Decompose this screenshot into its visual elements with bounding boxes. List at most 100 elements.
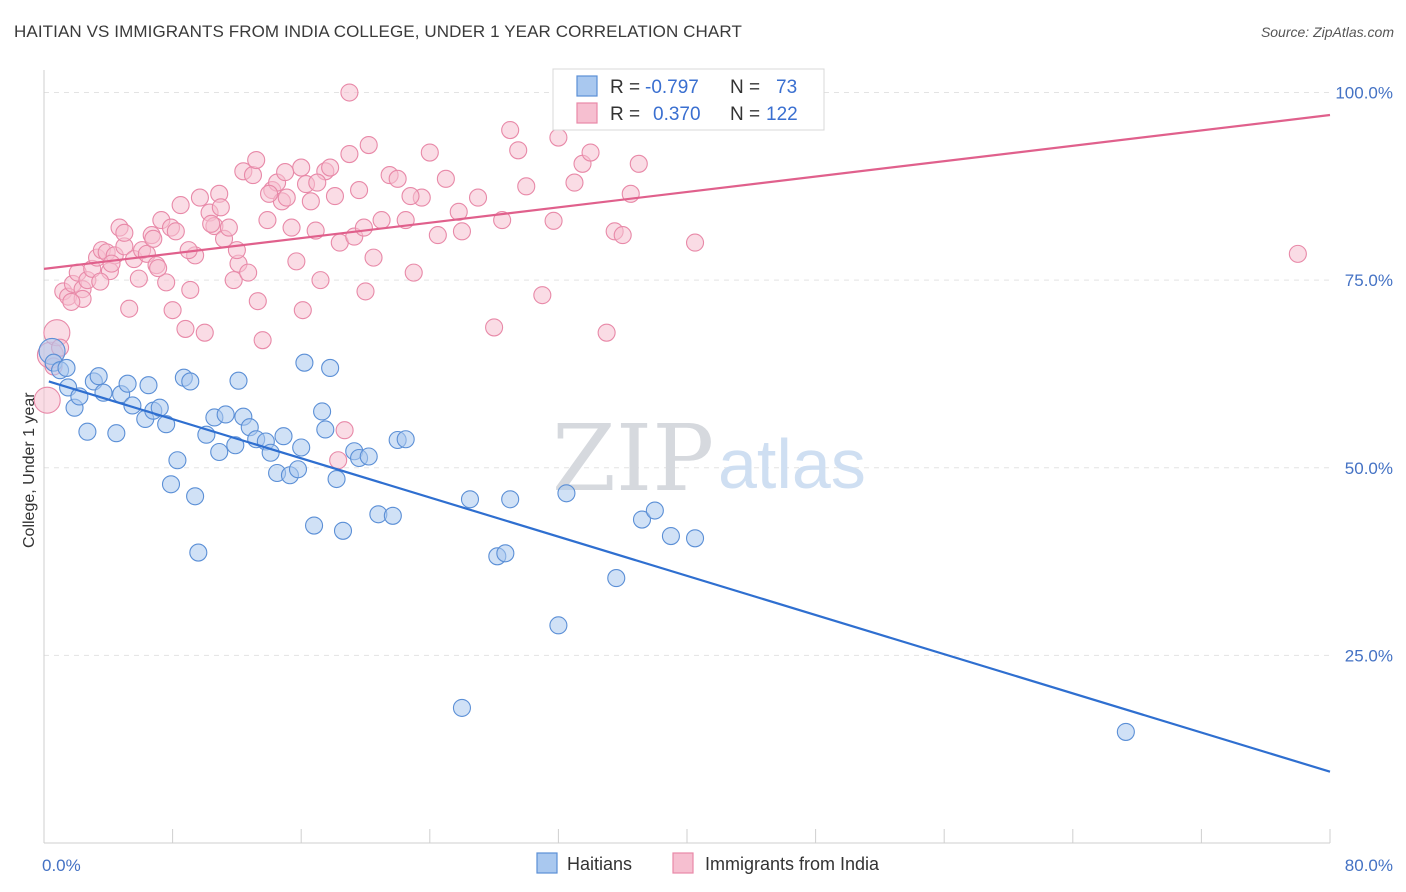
haitian-point	[210, 442, 229, 462]
india-point	[247, 151, 266, 170]
india-point	[248, 292, 267, 311]
haitian-point	[229, 371, 248, 390]
y-axis-title: College, Under 1 year	[21, 392, 38, 548]
india-point	[287, 252, 306, 271]
haitian-point	[274, 427, 293, 446]
india-point	[163, 301, 182, 320]
haitian-point	[316, 420, 335, 439]
haitian-point	[645, 501, 664, 520]
haitian-point	[607, 569, 626, 588]
india-point	[166, 222, 185, 241]
india-point	[354, 218, 373, 237]
india-point	[597, 323, 616, 342]
haitian-point	[321, 358, 340, 377]
india-point	[356, 282, 375, 301]
india-point	[129, 269, 148, 288]
india-point	[149, 259, 168, 278]
haitian-point	[226, 436, 245, 455]
india-point	[329, 451, 348, 470]
haitian-point	[157, 415, 176, 434]
haitian-point	[89, 367, 108, 386]
haitian-point	[460, 490, 480, 509]
haitian-point	[549, 616, 568, 635]
haitian-point	[1116, 722, 1135, 741]
y-tick-label-2: 75.0%	[1345, 271, 1393, 290]
india-point	[533, 286, 552, 305]
india-point	[517, 177, 536, 196]
x-tick-label-0: 0.0%	[42, 856, 81, 875]
watermark: ZIP atlas	[552, 405, 866, 512]
india-point	[401, 187, 420, 206]
india-point	[501, 120, 520, 140]
y-tick-label-3: 100.0%	[1335, 84, 1393, 103]
legend-n-label-india: N =	[730, 104, 760, 125]
haitian-point	[557, 484, 576, 503]
india-point	[311, 271, 330, 290]
india-point	[364, 248, 383, 267]
india-point	[350, 181, 369, 200]
haitian-point	[333, 521, 353, 540]
legend-r-label-india: R =	[610, 104, 640, 125]
y-tick-label-0: 25.0%	[1345, 646, 1393, 665]
legend-r-value-india: 0.370	[653, 104, 701, 125]
india-point	[388, 169, 407, 188]
india-point	[176, 319, 195, 338]
series-legend: Haitians Immigrants from India	[536, 852, 880, 874]
series-haitians	[38, 337, 1135, 741]
haitian-point	[292, 438, 311, 457]
india-point	[613, 226, 632, 245]
trend-lines	[43, 113, 1331, 773]
india-point	[685, 233, 705, 252]
india-point	[144, 229, 163, 248]
india-point	[544, 211, 563, 230]
india-point	[629, 154, 648, 173]
legend-swatch-india	[576, 102, 598, 124]
watermark-atlas: atlas	[718, 425, 866, 503]
india-point	[335, 421, 354, 440]
india-point	[157, 273, 176, 292]
correlation-legend: R = -0.797 N = 73 R = 0.370 N = 122	[552, 68, 825, 131]
y-tick-label-1: 50.0%	[1345, 459, 1393, 478]
india-point	[171, 196, 190, 215]
india-point	[485, 318, 504, 337]
india-point	[340, 145, 359, 164]
haitian-point	[216, 405, 235, 424]
haitian-point	[168, 451, 187, 470]
india-point	[340, 83, 359, 102]
india-point	[468, 188, 488, 207]
india-point	[428, 226, 447, 245]
series-immigrants-from-india	[33, 83, 1307, 470]
haitian-point	[78, 422, 97, 441]
india-point	[420, 143, 439, 162]
trend-line-haitians	[48, 380, 1331, 773]
india-point	[181, 280, 200, 299]
haitian-point	[161, 475, 181, 494]
india-point	[62, 292, 81, 311]
india-point	[224, 271, 243, 290]
haitian-point	[57, 358, 76, 377]
x-tick-labels: 0.0% 80.0%	[42, 856, 1393, 875]
haitian-point	[313, 402, 332, 421]
bottom-legend-swatch-india	[672, 852, 694, 874]
india-point	[549, 128, 568, 147]
india-point	[372, 211, 391, 230]
india-point	[102, 254, 121, 273]
haitian-point	[189, 543, 208, 562]
grid-lines	[44, 92, 1330, 656]
legend-swatch-haitians	[576, 75, 598, 97]
india-point	[276, 163, 295, 182]
haitian-point	[107, 424, 126, 443]
india-point	[1288, 244, 1307, 263]
india-point	[282, 218, 301, 237]
india-point	[239, 263, 258, 282]
legend-n-value-india: 122	[766, 104, 798, 125]
india-point	[120, 299, 139, 318]
india-point	[301, 192, 320, 211]
india-point	[219, 218, 238, 237]
india-point	[195, 323, 214, 342]
trend-line-india	[43, 113, 1331, 270]
legend-r-value-haitians: -0.797	[645, 77, 699, 98]
haitian-point	[632, 510, 652, 529]
india-point	[293, 301, 312, 320]
india-point	[565, 173, 584, 192]
